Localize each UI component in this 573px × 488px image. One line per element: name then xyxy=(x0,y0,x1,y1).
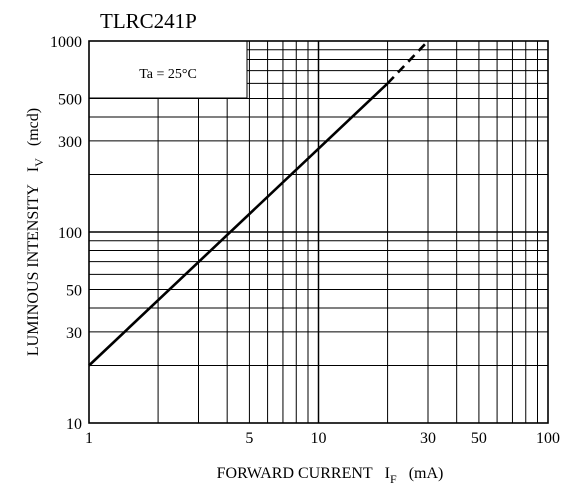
series-line-dashed xyxy=(386,40,429,85)
x-tick-label: 100 xyxy=(536,430,560,447)
chart-title: TLRC241P xyxy=(100,9,197,33)
x-axis-title: FORWARD CURRENT xyxy=(217,465,373,482)
grid xyxy=(89,41,548,423)
x-tick-labels: 1 5 10 30 50 100 xyxy=(85,430,560,447)
plot-frame xyxy=(88,40,549,424)
y-tick-label: 300 xyxy=(58,134,82,151)
y-tick-label: 1000 xyxy=(50,34,82,51)
series-line-solid xyxy=(88,82,389,367)
x-tick-label: 50 xyxy=(471,430,487,447)
y-tick-label: 500 xyxy=(58,91,82,108)
y-axis-unit: (mcd) xyxy=(25,108,42,146)
y-axis-subscript: V xyxy=(32,158,46,167)
x-axis-subscript: F xyxy=(390,472,397,486)
y-tick-labels: 10 30 50 100 300 500 1000 xyxy=(50,34,82,433)
x-tick-label: 5 xyxy=(245,430,253,447)
y-axis-symbol: I xyxy=(25,167,42,172)
y-axis-label: LUMINOUS INTENSITY IV (mcd) xyxy=(25,108,46,356)
x-tick-label: 1 xyxy=(85,430,93,447)
x-axis-label: FORWARD CURRENT IF (mA) xyxy=(217,465,444,486)
y-axis-title: LUMINOUS INTENSITY xyxy=(25,184,42,356)
x-axis-unit: (mA) xyxy=(409,465,444,482)
y-tick-label: 50 xyxy=(66,282,82,299)
x-tick-label: 30 xyxy=(420,430,436,447)
annotation-box: Ta = 25°C xyxy=(89,41,248,99)
y-tick-label: 100 xyxy=(58,225,82,242)
x-tick-label: 10 xyxy=(311,430,327,447)
y-tick-label: 10 xyxy=(66,416,82,433)
x-axis-symbol: I xyxy=(385,465,390,482)
annotation-ta: Ta = 25°C xyxy=(139,67,197,82)
series-group xyxy=(88,40,429,367)
y-tick-label: 30 xyxy=(66,325,82,342)
